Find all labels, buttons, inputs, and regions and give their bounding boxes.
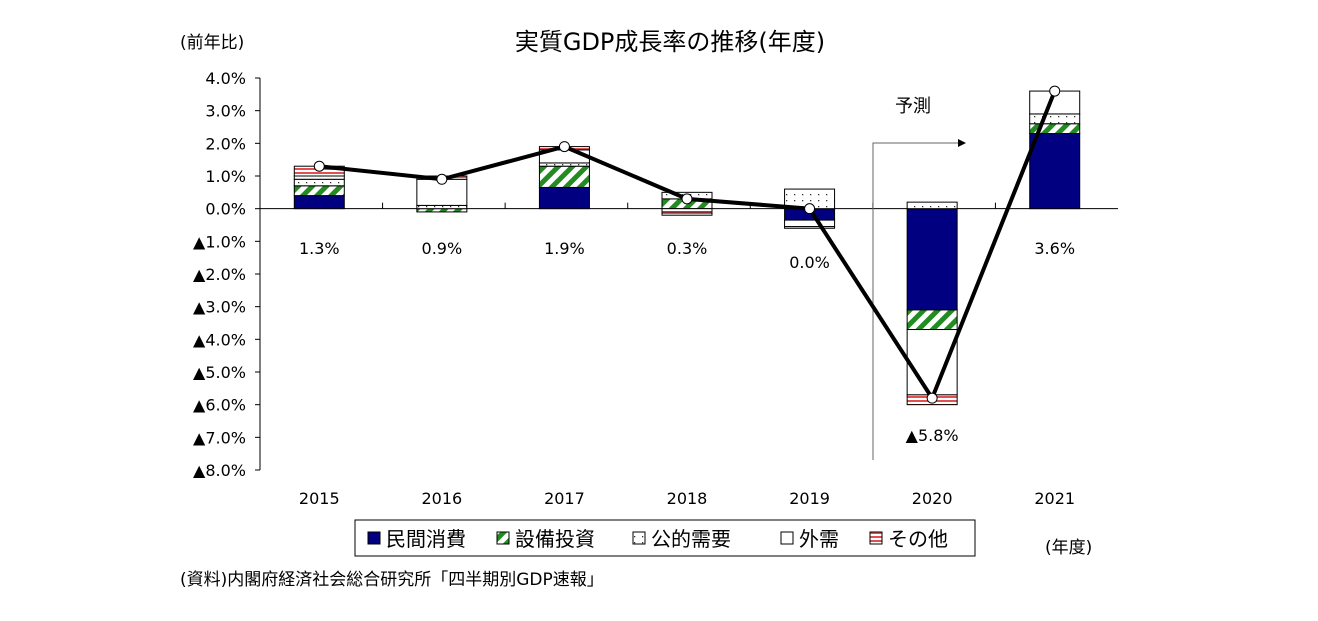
x-axis-unit: (年度): [1045, 538, 1092, 558]
y-tick-label: 0.0%: [205, 200, 246, 219]
legend-label: 設備投資: [515, 527, 595, 551]
bar-公的需要-2021: [1029, 113, 1081, 125]
gdp-point-2017: [558, 141, 570, 153]
legend-swatch-民間消費: [367, 531, 381, 545]
legend-swatch-外需: [780, 531, 794, 545]
data-label: 1.3%: [299, 239, 340, 258]
legend-swatch-公的需要: [632, 531, 646, 545]
x-tick-label: 2018: [667, 489, 708, 508]
gdp-point-2021: [1049, 85, 1061, 97]
gdp-point-2019: [804, 203, 816, 215]
bar-公的需要-2015: [293, 178, 345, 187]
y-tick-label: ▲5.0%: [193, 363, 246, 382]
bar-外需-2019: [784, 219, 836, 228]
bar-民間消費-2017: [538, 186, 590, 210]
data-label: ▲5.8%: [906, 426, 959, 445]
y-axis-label: (前年比): [180, 33, 244, 53]
data-label: 1.9%: [544, 239, 585, 258]
y-tick-label: 4.0%: [205, 69, 246, 88]
x-tick-label: 2020: [912, 489, 953, 508]
y-tick-label: 3.0%: [205, 102, 246, 121]
bar-民間消費-2020: [906, 208, 958, 311]
y-tick-label: ▲4.0%: [193, 330, 246, 349]
legend-swatch-設備投資: [496, 531, 510, 545]
source-note: (資料)内閣府経済社会総合研究所「四半期別GDP速報」: [180, 570, 604, 590]
y-tick-label: ▲8.0%: [193, 461, 246, 480]
bar-民間消費-2015: [293, 195, 345, 210]
legend: 民間消費 設備投資 公的需要 外需 その他: [354, 519, 976, 557]
x-tick-label: 2017: [544, 489, 585, 508]
chart-title: 実質GDP成長率の推移(年度): [515, 28, 825, 56]
forecast-marker: 予測: [872, 96, 966, 460]
bar-公的需要-2020: [906, 201, 958, 210]
x-tick-label: 2021: [1034, 489, 1075, 508]
y-tick-label: ▲1.0%: [193, 232, 246, 251]
x-tick-label: 2016: [421, 489, 462, 508]
gdp-point-2018: [681, 193, 693, 205]
gdp-point-2016: [436, 173, 448, 185]
y-tick-label: ▲2.0%: [193, 265, 246, 284]
data-label: 0.0%: [789, 253, 830, 272]
bar-その他-2018: [661, 211, 713, 216]
x-tick-label: 2015: [299, 489, 340, 508]
data-label: 0.3%: [667, 239, 708, 258]
legend-label: 民間消費: [386, 527, 466, 551]
x-tick-label: 2019: [789, 489, 830, 508]
y-tick-label: 1.0%: [205, 167, 246, 186]
data-label: 0.9%: [422, 239, 463, 258]
bar-設備投資-2015: [293, 185, 345, 197]
bar-その他-2019: [784, 226, 836, 229]
legend-label: その他: [888, 527, 948, 551]
bar-外需-2020: [906, 329, 958, 396]
bar-設備投資-2020: [906, 309, 958, 331]
y-tick-label: 2.0%: [205, 134, 246, 153]
legend-label: 外需: [799, 527, 839, 551]
bar-設備投資-2017: [538, 165, 590, 188]
legend-swatch-その他: [869, 531, 883, 545]
gdp-point-2020: [926, 392, 938, 404]
data-label: 3.6%: [1034, 239, 1075, 258]
forecast-label: 予測: [895, 96, 931, 117]
bar-民間消費-2021: [1029, 133, 1081, 210]
y-tick-label: ▲7.0%: [193, 428, 246, 447]
gdp-point-2015: [313, 160, 325, 172]
legend-label: 公的需要: [651, 527, 731, 551]
y-tick-label: ▲6.0%: [193, 396, 246, 415]
y-tick-label: ▲3.0%: [193, 298, 246, 317]
